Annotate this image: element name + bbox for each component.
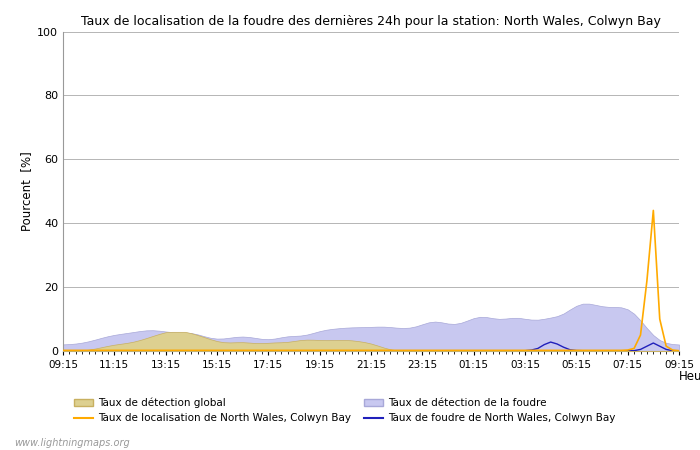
Text: www.lightningmaps.org: www.lightningmaps.org [14,438,130,448]
Text: Heure: Heure [679,370,700,383]
Y-axis label: Pourcent  [%]: Pourcent [%] [20,151,33,231]
Title: Taux de localisation de la foudre des dernières 24h pour la station: North Wales: Taux de localisation de la foudre des de… [81,14,661,27]
Legend: Taux de détection global, Taux de localisation de North Wales, Colwyn Bay, Taux : Taux de détection global, Taux de locali… [74,398,615,423]
